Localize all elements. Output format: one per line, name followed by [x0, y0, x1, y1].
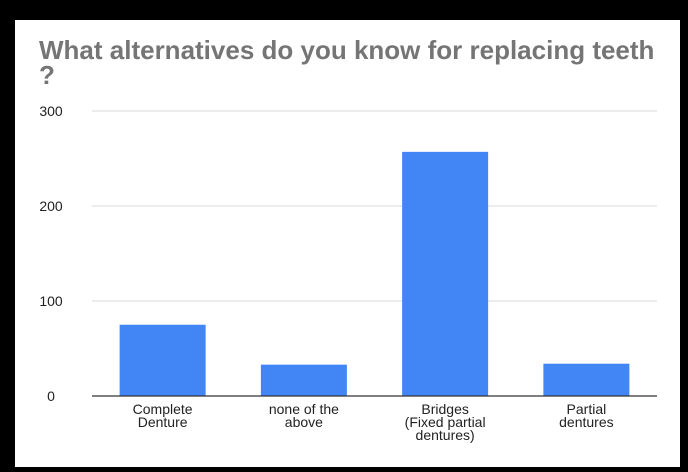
- y-tick-label: 300: [39, 103, 63, 119]
- x-tick-label-line: (Fixed partial: [405, 414, 486, 430]
- x-tick-label-line: Partial: [567, 401, 607, 417]
- y-tick-label: 200: [39, 198, 63, 214]
- bars: [119, 151, 630, 396]
- chart-title: What alternatives do you know for replac…: [39, 35, 655, 90]
- chart-frame: What alternatives do you know for replac…: [15, 20, 680, 467]
- bar: [260, 364, 347, 396]
- y-tick-label: 100: [39, 293, 63, 309]
- x-tick-label: Partial dentures: [559, 401, 613, 430]
- x-tick-label-line: above: [285, 414, 323, 430]
- x-tick-label-line: none of the: [269, 401, 339, 417]
- bar: [119, 324, 206, 396]
- x-axis-ticks: Complete Denture none of the above Bridges (F…: [133, 401, 614, 443]
- bar: [402, 151, 489, 396]
- x-tick-label-line: dentures): [416, 427, 475, 443]
- y-tick-label: 0: [47, 388, 55, 404]
- gridlines: [92, 110, 657, 302]
- bar: [543, 363, 630, 396]
- y-axis-ticks: 0 100 200 300: [39, 103, 63, 404]
- x-tick-label-line: Bridges: [421, 401, 468, 417]
- x-tick-label: none of the above: [269, 401, 339, 430]
- x-tick-label: Bridges (Fixed partial dentures): [405, 401, 486, 443]
- x-tick-label: Complete Denture: [133, 401, 193, 430]
- x-tick-label-line: Denture: [138, 414, 188, 430]
- chart-plot: 0 100 200 300 Complete Denture none of the abo…: [39, 103, 657, 443]
- x-tick-label-line: Complete: [133, 401, 193, 417]
- x-tick-label-line: dentures: [559, 414, 613, 430]
